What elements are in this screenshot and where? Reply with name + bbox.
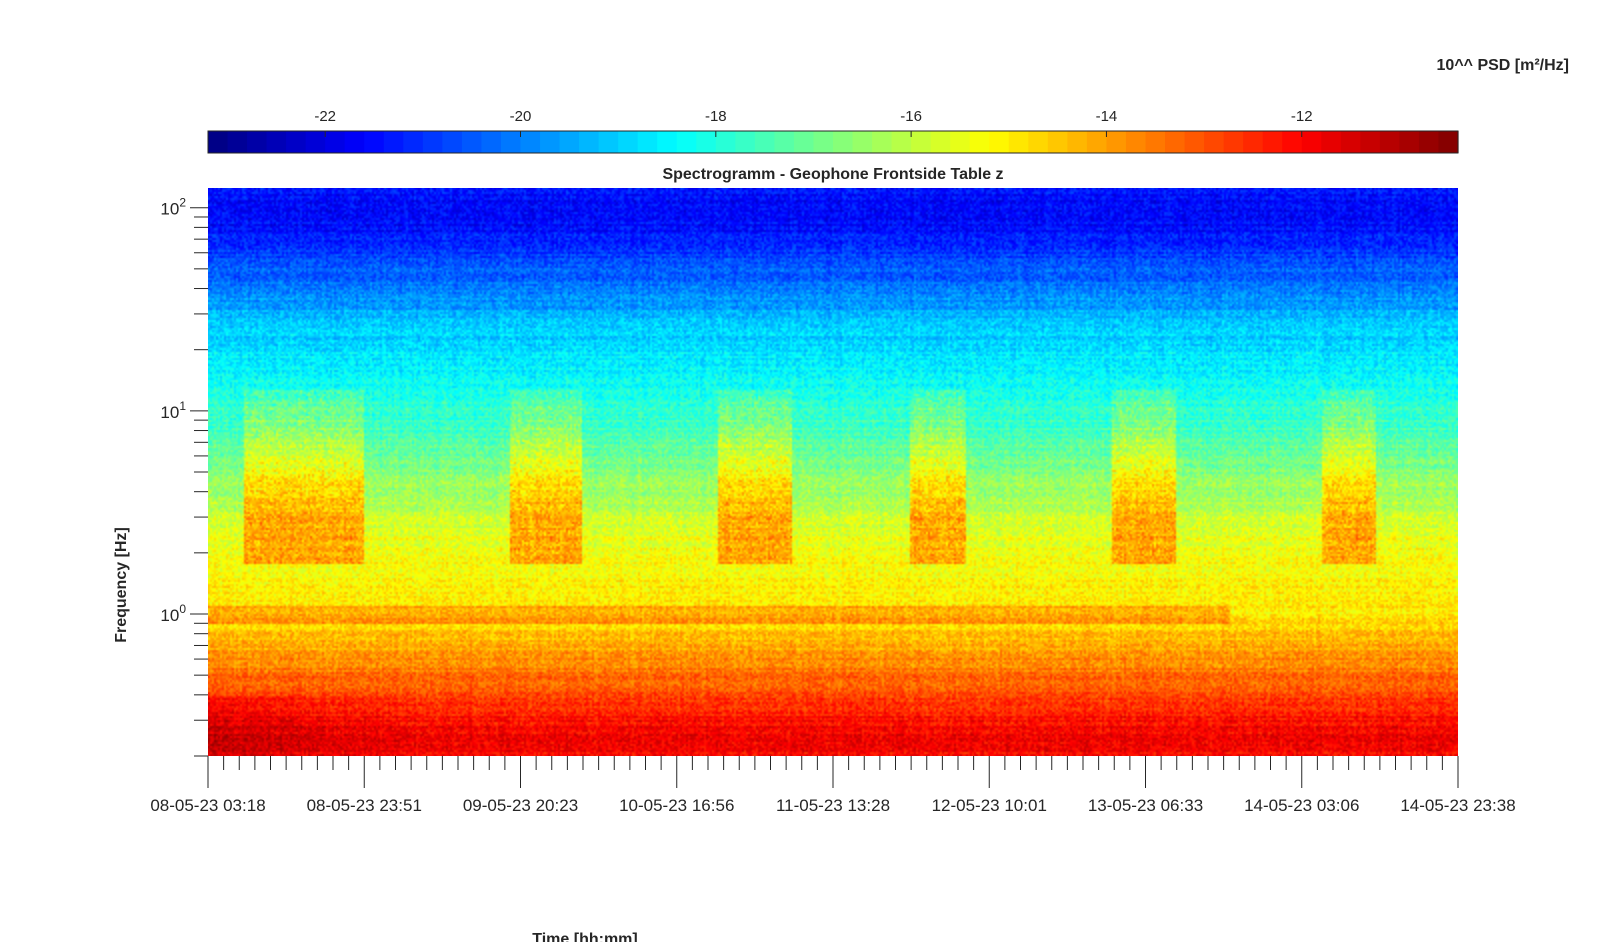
- colorbar-cell: [872, 131, 893, 153]
- colorbar-cell: [657, 131, 678, 153]
- colorbar-cell: [1204, 131, 1225, 153]
- colorbar-cell: [1047, 131, 1068, 153]
- x-tick-label: 12-05-23 10:01: [932, 796, 1047, 815]
- colorbar-cell: [1165, 131, 1186, 153]
- colorbar-frame: [207, 130, 1459, 154]
- spectrogram: [208, 188, 1458, 756]
- colorbar-cell: [1243, 131, 1264, 153]
- colorbar: -22 -20 -18 -16 -14 -12: [207, 108, 1459, 154]
- colorbar-cell: [461, 131, 483, 153]
- colorbar-cell: [500, 131, 522, 153]
- colorbar-cell: [481, 131, 502, 153]
- colorbar-cell: [1418, 131, 1440, 153]
- colorbar-cell: [1145, 131, 1166, 153]
- colorbar-cell: [1262, 131, 1283, 153]
- x-axis-label: Time [hh:mm]: [532, 931, 637, 942]
- colorbar-cell: [559, 131, 580, 153]
- colorbar-tick-label: -20: [510, 108, 532, 125]
- x-axis: 08-05-23 03:18 08-05-23 23:51 09-05-23 20:…: [150, 756, 1516, 815]
- colorbar-cell: [1301, 131, 1322, 153]
- y-tick-label: 102: [160, 196, 186, 219]
- colorbar-cell: [1008, 131, 1029, 153]
- x-tick-label: 08-05-23 23:51: [307, 796, 422, 815]
- colorbar-label: 10^^ PSD [m²/Hz]: [1437, 57, 1569, 74]
- colorbar-cell: [520, 131, 541, 153]
- colorbar-cell: [305, 131, 326, 153]
- colorbar-cell: [383, 131, 404, 153]
- chart-title: Spectrogramm - Geophone Frontside Table …: [662, 166, 1003, 183]
- colorbar-cell: [247, 131, 268, 153]
- colorbar-cell: [364, 131, 385, 153]
- x-tick-label: 08-05-23 03:18: [150, 796, 265, 815]
- colorbar-cell: [891, 131, 912, 153]
- colorbar-cell: [422, 131, 443, 153]
- colorbar-cell: [266, 131, 287, 153]
- colorbar-cell: [833, 131, 854, 153]
- colorbar-tick-label: -16: [900, 108, 922, 125]
- colorbar-cell: [286, 131, 307, 153]
- colorbar-cell: [618, 131, 639, 153]
- colorbar-cell: [852, 131, 873, 153]
- colorbar-tick-label: -14: [1096, 108, 1118, 125]
- colorbar-cell: [676, 131, 697, 153]
- colorbar-cell: [1282, 131, 1303, 153]
- colorbar-cell: [1106, 131, 1127, 153]
- colorbar-cell: [1340, 131, 1361, 153]
- colorbar-tick-label: -22: [314, 108, 336, 125]
- colorbar-cell: [1086, 131, 1108, 153]
- colorbar-cell: [774, 131, 795, 153]
- colorbar-cell: [598, 131, 619, 153]
- colorbar-cell: [403, 131, 424, 153]
- y-axis: 100 101 102: [160, 196, 208, 757]
- colorbar-cell: [1321, 131, 1342, 153]
- y-tick-label: 100: [160, 602, 186, 625]
- colorbar-cell: [813, 131, 834, 153]
- colorbar-cell: [579, 131, 600, 153]
- colorbar-cell: [1379, 131, 1401, 153]
- colorbar-cell: [735, 131, 756, 153]
- colorbar-cell: [950, 131, 971, 153]
- colorbar-cell: [208, 131, 229, 153]
- colorbar-cell: [540, 131, 561, 153]
- colorbar-tick-label: -18: [705, 108, 727, 125]
- colorbar-cell: [1399, 131, 1420, 153]
- y-axis-label: Frequency [Hz]: [113, 527, 130, 643]
- x-tick-label: 13-05-23 06:33: [1088, 796, 1203, 815]
- colorbar-cell: [442, 131, 463, 153]
- colorbar-cell: [1184, 131, 1205, 153]
- colorbar-cell: [989, 131, 1010, 153]
- colorbar-cell: [637, 131, 658, 153]
- x-tick-label: 10-05-23 16:56: [619, 796, 734, 815]
- colorbar-cell: [1125, 131, 1147, 153]
- colorbar-tick-label: -12: [1291, 108, 1313, 125]
- y-tick-label: 101: [160, 399, 186, 422]
- colorbar-cell: [911, 131, 932, 153]
- colorbar-cell: [715, 131, 736, 153]
- colorbar-cell: [793, 131, 815, 153]
- colorbar-cell: [1360, 131, 1381, 153]
- x-tick-label: 11-05-23 13:28: [776, 796, 890, 815]
- spectrogram-image: [208, 188, 1458, 756]
- colorbar-cell: [696, 131, 717, 153]
- x-tick-label: 14-05-23 23:38: [1400, 796, 1515, 815]
- x-tick-label: 09-05-23 20:23: [463, 796, 578, 815]
- x-tick-label: 14-05-23 03:06: [1244, 796, 1359, 815]
- colorbar-cell: [325, 131, 346, 153]
- colorbar-cell: [1028, 131, 1049, 153]
- colorbar-cell: [969, 131, 990, 153]
- colorbar-cell: [227, 131, 248, 153]
- colorbar-cell: [1223, 131, 1244, 153]
- colorbar-cell: [1067, 131, 1088, 153]
- colorbar-cell: [754, 131, 776, 153]
- colorbar-cell: [930, 131, 951, 153]
- colorbar-cell: [1438, 131, 1459, 153]
- colorbar-cell: [344, 131, 365, 153]
